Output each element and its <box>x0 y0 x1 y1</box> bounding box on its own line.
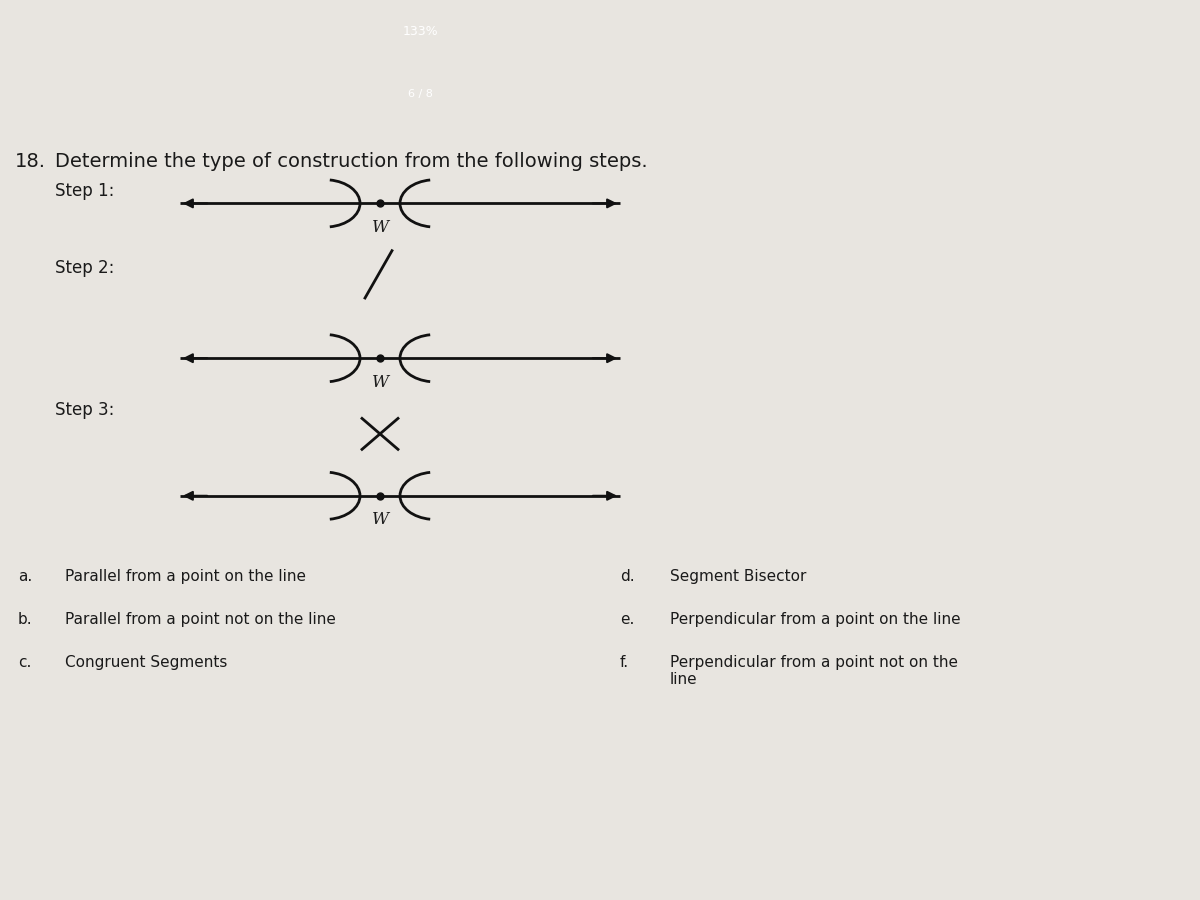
Text: Perpendicular from a point on the line: Perpendicular from a point on the line <box>670 612 961 627</box>
Text: e.: e. <box>620 612 635 627</box>
Text: Parallel from a point on the line: Parallel from a point on the line <box>65 569 306 584</box>
Text: Step 1:: Step 1: <box>55 182 114 200</box>
Text: 6 / 8: 6 / 8 <box>408 89 432 100</box>
Text: Perpendicular from a point not on the
line: Perpendicular from a point not on the li… <box>670 655 958 688</box>
Text: Determine the type of construction from the following steps.: Determine the type of construction from … <box>55 152 648 171</box>
Text: Congruent Segments: Congruent Segments <box>65 655 227 670</box>
Text: W: W <box>372 219 389 236</box>
Text: d.: d. <box>620 569 635 584</box>
Text: W: W <box>372 511 389 528</box>
Text: b.: b. <box>18 612 32 627</box>
Text: 18.: 18. <box>14 152 46 171</box>
Text: Step 2:: Step 2: <box>55 259 114 277</box>
Text: Step 3:: Step 3: <box>55 401 114 419</box>
Text: c.: c. <box>18 655 31 670</box>
Text: W: W <box>372 374 389 391</box>
Text: Segment Bisector: Segment Bisector <box>670 569 806 584</box>
Text: a.: a. <box>18 569 32 584</box>
Text: Parallel from a point not on the line: Parallel from a point not on the line <box>65 612 336 627</box>
Text: f.: f. <box>620 655 629 670</box>
Text: 133%: 133% <box>402 25 438 38</box>
